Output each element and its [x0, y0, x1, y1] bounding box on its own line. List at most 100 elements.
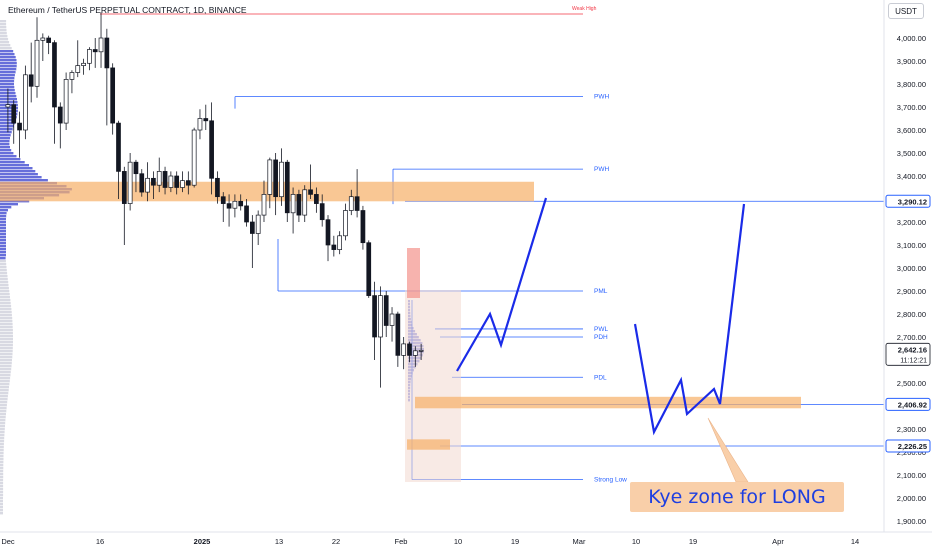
volume-profile-bar	[0, 413, 6, 416]
volume-profile-bar	[0, 140, 10, 143]
time-tick-label: Mar	[573, 537, 586, 546]
volume-profile-bar	[0, 71, 16, 74]
callout-pointer	[707, 417, 749, 483]
candle-body	[156, 171, 162, 186]
volume-profile-bar	[0, 497, 3, 500]
volume-profile-bar	[0, 251, 6, 254]
candle-body	[63, 79, 69, 124]
candle-body	[180, 180, 185, 188]
candle-body	[87, 49, 92, 64]
time-tick-label: 19	[689, 537, 697, 546]
candles	[5, 12, 424, 388]
volume-profile-bar	[0, 386, 9, 389]
level-label: Weak High	[572, 6, 597, 12]
volume-profile-bar	[0, 128, 13, 131]
candle-body	[290, 194, 296, 214]
volume-profile-bar	[0, 428, 5, 431]
volume-profile-bar	[0, 68, 17, 71]
volume-profile-bar	[0, 74, 15, 77]
volume-profile-bar	[0, 296, 10, 299]
volume-profile-bar	[0, 500, 3, 503]
projections	[456, 197, 746, 436]
volume-profile-bar	[0, 404, 7, 407]
time-tick-label: 13	[275, 537, 283, 546]
volume-profile-bar	[0, 392, 9, 395]
volume-profile-bar	[0, 377, 11, 380]
volume-profile-bar	[0, 359, 12, 362]
volume-profile-bar	[0, 77, 15, 80]
price-tick-label: 2,700.00	[897, 333, 926, 342]
volume-profile-bar	[0, 383, 10, 386]
volume-profile-bar	[0, 149, 12, 152]
price-tag-value: 2,406.92	[898, 400, 927, 409]
volume-profile-bar	[0, 170, 36, 173]
candle-body	[389, 313, 395, 326]
price-tick-label: 2,000.00	[897, 494, 926, 503]
candle-body	[145, 177, 150, 193]
candle-body	[133, 161, 139, 175]
price-tick-label: 3,400.00	[897, 172, 926, 181]
candle-body	[255, 214, 261, 234]
time-tick-label: 10	[454, 537, 462, 546]
volume-profile-bar	[0, 239, 6, 242]
time-tick-label: 19	[511, 537, 519, 546]
level-label: PWL	[594, 326, 608, 333]
volume-profile-bar	[0, 416, 6, 419]
price-axis[interactable]: 1,900.00 2,000.00 2,100.00 2,200.00 2,300.00…	[883, 0, 931, 532]
volume-profile-bar	[0, 401, 8, 404]
candle-body	[378, 295, 383, 338]
candle-body	[69, 72, 75, 80]
volume-profile-bar	[0, 110, 18, 113]
volume-profile-bar	[0, 20, 7, 23]
volume-profile-bar	[0, 452, 4, 455]
candle-body	[395, 313, 401, 356]
currency-button[interactable]: USDT	[888, 3, 924, 19]
candle-body	[354, 196, 360, 211]
price-tag-value: 3,290.12	[898, 197, 927, 206]
price-tick-label: 2,800.00	[897, 310, 926, 319]
volume-profile-bar	[0, 113, 18, 116]
volume-profile-bar	[0, 221, 6, 224]
candle-body	[151, 177, 156, 186]
volume-profile-bar	[0, 464, 4, 467]
volume-profile-bar	[0, 440, 5, 443]
projection-path	[633, 203, 746, 436]
volume-profile-bar	[0, 434, 5, 437]
candle-body	[104, 37, 110, 69]
candle-body	[139, 173, 145, 193]
current-price-value: 2,642.16	[898, 345, 927, 354]
price-tick-label: 3,200.00	[897, 218, 926, 227]
volume-profile-bar	[0, 299, 11, 302]
volume-profile-bar	[0, 341, 13, 344]
volume-profile-bar	[0, 242, 6, 245]
candle-body	[11, 104, 17, 124]
candle-body	[314, 194, 319, 204]
volume-profile-bar	[0, 284, 9, 287]
volume-profile-bar	[0, 476, 4, 479]
volume-profile-bar	[0, 338, 13, 341]
volume-profile-bar	[0, 410, 7, 413]
candle-body	[401, 343, 407, 356]
volume-profile-bar	[0, 125, 14, 128]
time-axis[interactable]: Dec 16 2025 13 22 Feb 10 19 Mar 10 19 Apr 14	[0, 531, 932, 546]
countdown-value: 11:12:21	[900, 357, 927, 364]
candle-body	[28, 74, 34, 87]
volume-profile-bar	[0, 203, 18, 206]
price-tick-label: 2,100.00	[897, 471, 926, 480]
volume-profile-bar	[0, 137, 10, 140]
time-tick-label: 16	[96, 537, 104, 546]
volume-profile-bar	[0, 308, 12, 311]
candle-body	[238, 200, 244, 207]
volume-profile-bar	[0, 215, 7, 218]
candle-body	[34, 39, 40, 87]
price-tick-label: 3,100.00	[897, 241, 926, 250]
candle-body	[127, 161, 133, 204]
volume-profile-bar	[0, 368, 12, 371]
zones	[0, 181, 801, 482]
volume-profile-bar	[0, 395, 8, 398]
volume-profile-bar	[0, 461, 4, 464]
volume-profile-bar	[0, 245, 6, 248]
volume-profile-bar	[0, 317, 13, 320]
